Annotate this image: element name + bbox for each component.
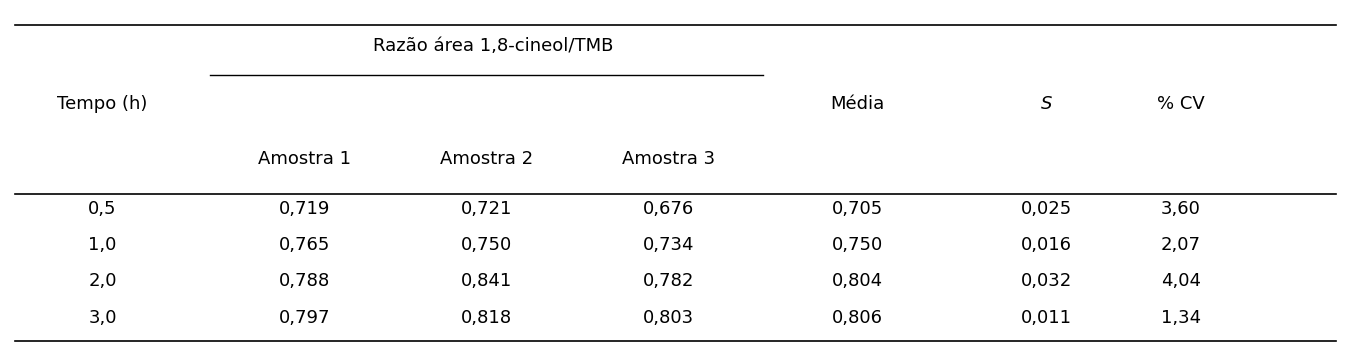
Text: Média: Média (831, 95, 885, 113)
Text: % CV: % CV (1158, 95, 1205, 113)
Text: 0,676: 0,676 (643, 200, 694, 218)
Text: Amostra 1: Amostra 1 (258, 150, 351, 168)
Text: 0,011: 0,011 (1021, 309, 1071, 327)
Text: 0,721: 0,721 (461, 200, 512, 218)
Text: 0,818: 0,818 (461, 309, 512, 327)
Text: 0,788: 0,788 (280, 272, 331, 290)
Text: Tempo (h): Tempo (h) (57, 95, 147, 113)
Text: 4,04: 4,04 (1161, 272, 1201, 290)
Text: Amostra 2: Amostra 2 (440, 150, 534, 168)
Text: 0,016: 0,016 (1021, 236, 1071, 254)
Text: 3,0: 3,0 (88, 309, 116, 327)
Text: 0,5: 0,5 (88, 200, 116, 218)
Text: 0,804: 0,804 (832, 272, 884, 290)
Text: 0,025: 0,025 (1020, 200, 1071, 218)
Text: 0,797: 0,797 (280, 309, 331, 327)
Text: 0,782: 0,782 (643, 272, 694, 290)
Text: 0,750: 0,750 (461, 236, 512, 254)
Text: 1,34: 1,34 (1161, 309, 1201, 327)
Text: 0,705: 0,705 (832, 200, 884, 218)
Text: Amostra 3: Amostra 3 (623, 150, 715, 168)
Text: 0,803: 0,803 (643, 309, 694, 327)
Text: 0,719: 0,719 (280, 200, 331, 218)
Text: 0,806: 0,806 (832, 309, 884, 327)
Text: 0,841: 0,841 (461, 272, 512, 290)
Text: Razão área 1,8-cineol/TMB: Razão área 1,8-cineol/TMB (373, 37, 613, 55)
Text: 1,0: 1,0 (88, 236, 116, 254)
Text: 3,60: 3,60 (1161, 200, 1201, 218)
Text: 2,07: 2,07 (1161, 236, 1201, 254)
Text: 0,032: 0,032 (1020, 272, 1071, 290)
Text: 2,0: 2,0 (88, 272, 116, 290)
Text: 0,750: 0,750 (832, 236, 884, 254)
Text: S: S (1040, 95, 1052, 113)
Text: 0,765: 0,765 (280, 236, 331, 254)
Text: 0,734: 0,734 (643, 236, 694, 254)
